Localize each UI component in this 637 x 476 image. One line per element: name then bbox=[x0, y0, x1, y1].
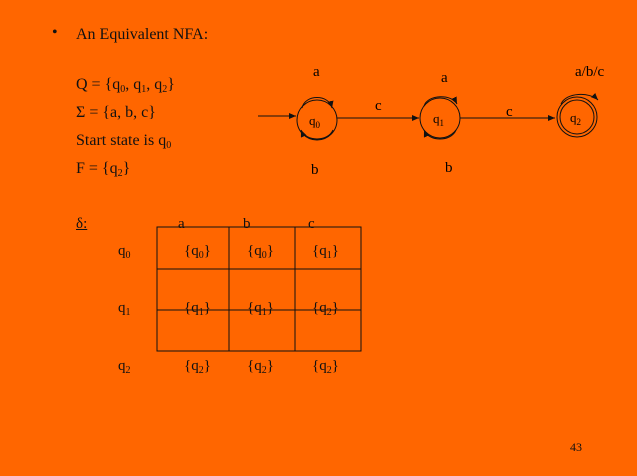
cell-q0-a: {q0} bbox=[184, 243, 211, 261]
start-state: Start state is q0 bbox=[76, 132, 172, 151]
label-q1-a: a bbox=[441, 70, 448, 86]
cell-q1-b: {q1} bbox=[247, 300, 274, 318]
column-header-b: b bbox=[243, 216, 251, 232]
state-q1-label: q1 bbox=[433, 111, 444, 128]
state-q2-label: q2 bbox=[570, 110, 581, 127]
cell-q0-b: {q0} bbox=[247, 243, 274, 261]
page-number: 43 bbox=[570, 440, 582, 454]
cell-q1-a: {q1} bbox=[184, 300, 211, 318]
self-loop-q1-a bbox=[423, 96, 458, 107]
states-set: Q = {q0, q1, q2} bbox=[76, 76, 175, 95]
self-loop-q2 bbox=[560, 92, 599, 105]
label-q0-b: b bbox=[311, 162, 319, 178]
column-header-a: a bbox=[178, 216, 185, 232]
label-q0-a: a bbox=[313, 64, 320, 80]
state-q0-label: q0 bbox=[309, 113, 321, 130]
bullet-point: • bbox=[52, 24, 58, 41]
self-loop-q0-b bbox=[300, 129, 334, 140]
column-header-c: c bbox=[308, 216, 315, 232]
state-q1: q1 bbox=[419, 96, 461, 140]
row-header-q0: q0 bbox=[118, 243, 131, 261]
label-q1-q2-c: c bbox=[506, 104, 513, 120]
final-states: F = {q2} bbox=[76, 160, 131, 179]
row-header-q2: q2 bbox=[118, 358, 131, 376]
self-loop-q1-b bbox=[423, 129, 457, 140]
alphabet-set: Σ = {a, b, c} bbox=[76, 104, 156, 121]
cell-q2-b: {q2} bbox=[247, 358, 274, 376]
label-q0-q1-c: c bbox=[375, 98, 382, 114]
cell-q0-c: {q1} bbox=[312, 243, 339, 261]
row-header-q1: q1 bbox=[118, 300, 131, 318]
cell-q2-c: {q2} bbox=[312, 358, 339, 376]
cell-q1-c: {q2} bbox=[312, 300, 339, 318]
label-q2-abc: a/b/c bbox=[575, 64, 604, 80]
cell-q2-a: {q2} bbox=[184, 358, 211, 376]
state-q0: q0 bbox=[296, 97, 338, 141]
delta-label: δ: bbox=[76, 216, 88, 232]
label-q1-b: b bbox=[445, 160, 453, 176]
slide-title: An Equivalent NFA: bbox=[76, 26, 209, 43]
self-loop-q0-a bbox=[301, 97, 334, 109]
state-q2: q2 bbox=[556, 92, 599, 138]
transition-table-grid bbox=[156, 226, 362, 352]
